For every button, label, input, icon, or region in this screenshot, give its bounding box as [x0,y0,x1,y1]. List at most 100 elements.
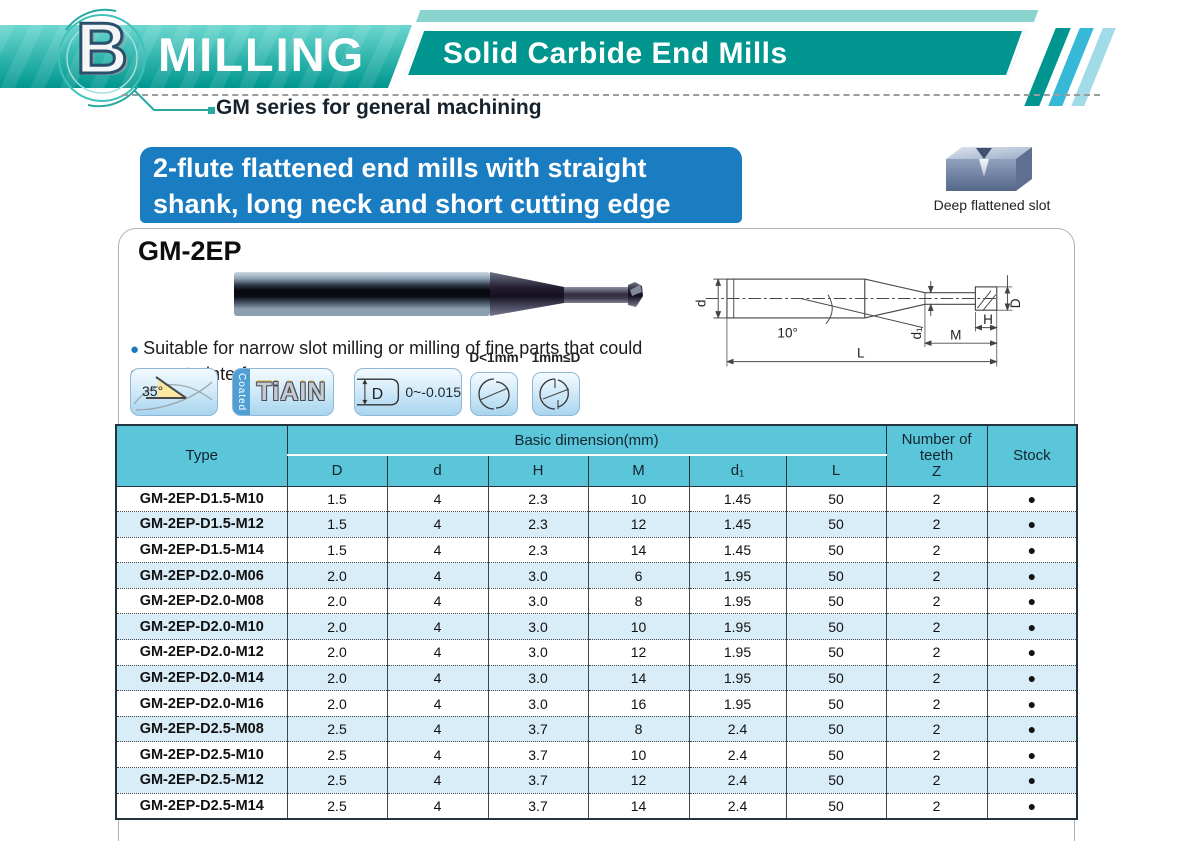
dim-cell: 10 [587,741,690,769]
dim-cell: 2 [885,715,988,743]
flute-small-badge [470,372,518,416]
type-cell: GM-2EP-D1.5-M14 [115,536,288,564]
dim-label-angle: 10° [777,325,798,340]
dim-label-H: H [983,312,993,327]
dim-cell: 2 [885,767,988,794]
col-header-L: L [785,454,887,487]
dim-cell: 2 [885,536,988,564]
dim-cell: 4 [386,511,489,538]
table-row: GM-2EP-D2.0-M10 2.0 4 3.0 10 1.95 50 2 ● [115,613,1078,641]
dim-cell: 4 [386,664,489,692]
product-photo [234,272,643,316]
type-cell: GM-2EP-D2.5-M10 [115,741,288,769]
dim-cell: 14 [587,792,690,820]
col-header-teeth: Number of teeth Z [885,424,988,487]
dim-cell: 4 [386,715,489,743]
table-row: GM-2EP-D2.0-M12 2.0 4 3.0 12 1.95 50 2 ● [115,639,1078,666]
page-subtitle: Solid Carbide End Mills [442,37,788,70]
stock-cell: ● [986,536,1078,564]
dim-cell: 3.0 [487,639,589,666]
teeth-header-line: Z [931,462,942,480]
header-band [0,25,412,88]
dim-cell: 8 [587,587,690,615]
teeth-header-line: teeth [919,446,954,464]
dim-cell: 3.0 [487,664,589,692]
dim-cell: 1.95 [688,639,787,666]
dim-cell: 4 [386,792,489,820]
dim-cell: 4 [386,485,489,513]
flute-small-label: D<1mm [469,350,519,365]
dim-cell: 50 [785,715,887,743]
col-header-M: M [587,454,690,487]
table-row: GM-2EP-D2.5-M10 2.5 4 3.7 10 2.4 50 2 ● [115,741,1078,769]
dim-cell: 50 [785,613,887,641]
dim-cell: 1.95 [688,587,787,615]
table-row: GM-2EP-D2.0-M14 2.0 4 3.0 14 1.95 50 2 ● [115,664,1078,692]
dim-cell: 1.45 [688,511,787,538]
dim-cell: 2.4 [688,715,787,743]
product-name: GM-2EP [138,236,242,266]
stock-cell: ● [986,613,1078,641]
banner-line-2: shank, long neck and short cutting edge [153,189,671,219]
tolerance-symbol-icon: D [356,378,400,406]
dim-cell: 4 [386,536,489,564]
dim-cell: 50 [785,587,887,615]
dim-cell: 10 [587,485,690,513]
dim-cell: 14 [587,664,690,692]
table-row: GM-2EP-D2.0-M16 2.0 4 3.0 16 1.95 50 2 ● [115,690,1078,717]
stock-cell: ● [986,741,1078,769]
dim-cell: 2 [885,562,988,589]
table-row: GM-2EP-D2.0-M06 2.0 4 3.0 6 1.95 50 2 ● [115,562,1078,589]
type-cell: GM-2EP-D1.5-M10 [115,485,288,513]
stock-cell: ● [986,715,1078,743]
dim-cell: 50 [785,741,887,769]
bullet-icon: ● [130,341,140,358]
dim-cell: 10 [587,613,690,641]
col-header-d: d [386,454,489,487]
col-header-D: D [286,454,388,487]
type-cell: GM-2EP-D2.0-M06 [115,562,288,589]
stock-cell: ● [986,664,1078,692]
dim-label-d1: d₁ [909,327,924,340]
dim-cell: 3.0 [487,562,589,589]
table-row: GM-2EP-D1.5-M10 1.5 4 2.3 10 1.45 50 2 ● [115,485,1078,513]
type-cell: GM-2EP-D2.5-M12 [115,767,288,794]
coated-strip: Coated [233,369,250,415]
feature-banner: 2-flute flattened end mills with straigh… [140,147,742,223]
dim-cell: 2.4 [688,767,787,794]
dim-label-d: d [694,300,709,308]
type-cell: GM-2EP-D2.5-M08 [115,715,288,743]
dim-cell: 2.0 [286,639,388,666]
dim-cell: 3.7 [487,715,589,743]
banner-line-1: 2-flute flattened end mills with straigh… [153,153,647,183]
dim-label-D: D [1008,298,1022,308]
flute-large-badge [532,372,580,416]
dim-cell: 4 [386,562,489,589]
dim-cell: 50 [785,792,887,820]
dim-cell: 2 [885,613,988,641]
stock-cell: ● [986,511,1078,538]
stock-cell: ● [986,767,1078,794]
dim-cell: 2 [885,485,988,513]
tolerance-badge: D 0~-0.015 [354,368,462,416]
dim-cell: 2.0 [286,587,388,615]
dim-cell: 2.5 [286,741,388,769]
dim-cell: 2 [885,664,988,692]
dim-cell: 6 [587,562,690,589]
table-row: GM-2EP-D2.5-M14 2.5 4 3.7 14 2.4 50 2 ● [115,792,1078,820]
dim-cell: 50 [785,690,887,717]
type-cell: GM-2EP-D2.0-M16 [115,690,288,717]
dim-cell: 2.3 [487,485,589,513]
helix-flute-icon: 35° [133,376,213,411]
dim-cell: 8 [587,715,690,743]
stock-cell: ● [986,639,1078,666]
dim-cell: 2.5 [286,715,388,743]
dim-cell: 4 [386,587,489,615]
dim-cell: 2 [885,792,988,820]
dim-cell: 2.4 [688,741,787,769]
type-cell: GM-2EP-D2.0-M10 [115,613,288,641]
spec-table: Type Basic dimension(mm) Number of teeth… [115,424,1079,820]
table-row: GM-2EP-D2.5-M12 2.5 4 3.7 12 2.4 50 2 ● [115,767,1078,794]
table-body: GM-2EP-D1.5-M10 1.5 4 2.3 10 1.45 50 2 ● GM-2EP-D… [115,485,1078,820]
dim-cell: 2.5 [286,767,388,794]
